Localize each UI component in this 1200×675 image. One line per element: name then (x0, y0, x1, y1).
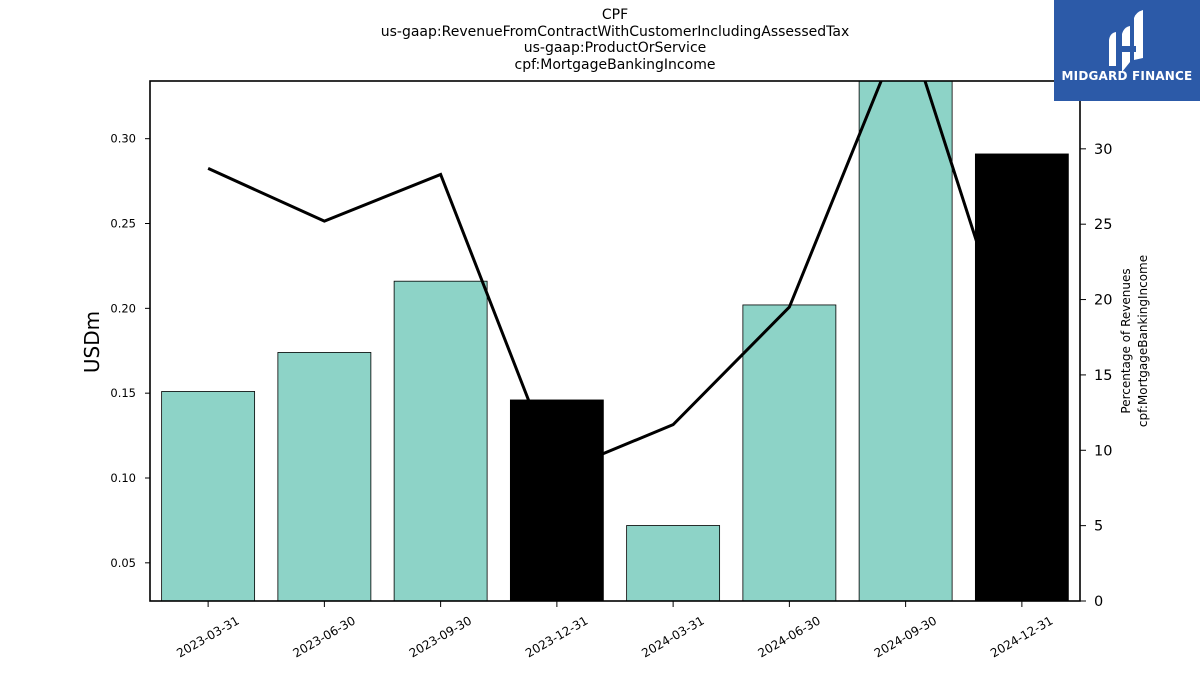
y-tick-label: 0.30 (110, 132, 136, 146)
midgard-finance-logo: MIDGARD FINANCE (1054, 0, 1200, 101)
line-layer (207, 81, 1024, 475)
y-axis-left: 0.05 0.10 0.15 0.20 0.25 0.30 (110, 132, 150, 570)
percentage-line (207, 81, 1024, 475)
chart-title: CPF us-gaap:RevenueFromContractWithCusto… (0, 0, 1200, 73)
y-right-tick-label: 25 (1094, 217, 1112, 233)
x-tick-label: 2023-09-30 (407, 613, 474, 660)
x-tick-label: 2024-06-30 (755, 613, 822, 660)
y-axis-right-label-line-1: Percentage of Revenues (1119, 268, 1133, 413)
title-line-2: us-gaap:RevenueFromContractWithCustomerI… (380, 23, 850, 40)
bar-2024-12-31 (974, 153, 1069, 601)
bar-2023-12-31 (509, 399, 604, 601)
title-line-1: CPF (601, 7, 629, 23)
bar-2023-06-30 (277, 352, 372, 601)
bar-2024-03-31 (626, 525, 721, 601)
y-right-tick-label: 5 (1094, 519, 1103, 535)
x-tick-label: 2023-06-30 (290, 613, 357, 660)
x-tick-label: 2024-12-31 (988, 613, 1055, 660)
y-tick-label: 0.05 (110, 556, 136, 570)
logo-mark-icon (1109, 10, 1143, 72)
y-tick-label: 0.10 (110, 471, 136, 485)
y-axis-right-label-line-2: cpf:MortgageBankingIncome (1136, 255, 1150, 427)
bar-2023-03-31 (161, 391, 256, 601)
y-tick-label: 0.15 (110, 386, 136, 400)
x-tick-label: 2024-09-30 (872, 613, 939, 660)
y-tick-label: 0.25 (110, 217, 136, 231)
y-right-tick-label: 15 (1094, 368, 1112, 384)
bar-2024-09-30 (858, 81, 953, 601)
bar-2023-09-30 (393, 280, 488, 601)
logo-text: MIDGARD FINANCE (1061, 69, 1193, 83)
x-tick-label: 2024-03-31 (639, 613, 706, 660)
bar-2024-06-30 (742, 304, 837, 601)
y-right-tick-label: 20 (1094, 293, 1112, 309)
y-right-tick-label: 0 (1094, 594, 1103, 610)
x-tick-label: 2023-03-31 (174, 613, 241, 660)
x-axis: 2023-03-31 2023-06-30 2023-09-30 2023-12-31… (174, 601, 1055, 660)
x-tick-label: 2023-12-31 (523, 613, 590, 660)
y-right-tick-label: 30 (1094, 142, 1112, 158)
y-axis-right: 0 5 10 15 20 25 30 (1080, 142, 1112, 610)
y-axis-label: USDm (80, 311, 104, 373)
title-line-3: us-gaap:ProductOrService (523, 40, 707, 56)
y-right-tick-label: 10 (1094, 443, 1112, 459)
title-line-4: cpf:MortgageBankingIncome (514, 56, 716, 73)
plot-frame (149, 80, 1081, 602)
bars-layer (161, 81, 1069, 601)
y-tick-label: 0.20 (110, 301, 136, 315)
